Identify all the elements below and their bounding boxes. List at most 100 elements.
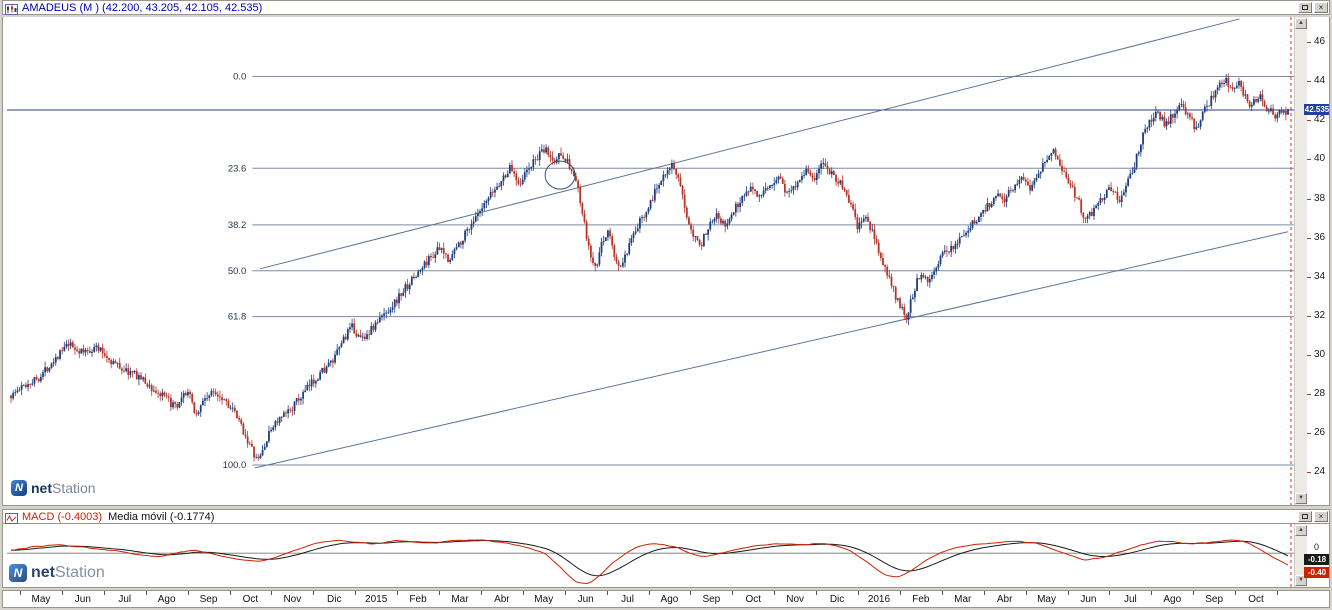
scroll-up-icon[interactable]: ▲ [1295, 18, 1307, 29]
time-axis-label: Mar [954, 594, 972, 605]
time-axis-tick [20, 591, 21, 595]
netstation-logo: N netStation [11, 480, 96, 496]
time-axis-label: Jul [1123, 594, 1137, 605]
netstation-watermark: N netStation [9, 564, 105, 582]
maximize-icon [1302, 514, 1308, 519]
time-axis-tick [1277, 591, 1278, 595]
price-axis-tick [1307, 81, 1311, 83]
maximize-icon [1302, 5, 1308, 10]
time-axis-tick [1151, 591, 1153, 595]
time-axis-tick [606, 591, 608, 595]
time-axis-label: 2015 [365, 594, 388, 605]
scroll-down-icon[interactable]: ▼ [1295, 575, 1307, 586]
time-axis-label: May [534, 594, 554, 605]
time-axis-label: Nov [786, 594, 805, 605]
time-axis-label: May [31, 594, 51, 605]
price-axis-tick [1307, 198, 1311, 200]
time-axis-tick [1193, 591, 1195, 595]
time-axis-tick [439, 591, 440, 595]
time-axis: May Jun Jul Ago Sep Oct Nov Dic 2015 Feb Mar Abr May… [2, 590, 1330, 608]
time-axis-tick [355, 591, 357, 595]
main-vertical-scrollbar[interactable]: ▲ ▼ [1294, 17, 1307, 505]
time-axis-tick [397, 591, 399, 595]
time-axis-tick [564, 591, 566, 595]
time-axis-tick [145, 591, 147, 595]
price-axis-tick [1307, 393, 1311, 395]
time-axis-label: Sep [199, 594, 218, 605]
time-axis-label: Dic [829, 594, 845, 605]
time-axis-label: Abr [996, 594, 1013, 605]
time-axis-tick [271, 591, 273, 595]
svg-text:0.0: 0.0 [233, 72, 246, 83]
time-axis-tick [229, 591, 231, 595]
price-axis-label: 38 [1314, 192, 1326, 204]
macd-vertical-scrollbar[interactable]: ▲ ▼ [1294, 524, 1307, 587]
main-chart-title: AMADEUS (M ) (42.200, 43.205, 42.105, 42… [22, 1, 263, 14]
price-axis-tick [1307, 237, 1311, 239]
price-axis-tick [1307, 159, 1311, 161]
price-axis-tick [1307, 276, 1311, 278]
time-axis-label: Oct [745, 594, 762, 605]
time-axis-tick [732, 591, 734, 595]
svg-text:38.2: 38.2 [228, 220, 247, 231]
scroll-up-icon[interactable]: ▲ [1295, 525, 1307, 536]
price-axis-tick [1307, 471, 1311, 473]
panel-close-button[interactable]: × [1314, 2, 1328, 13]
macd-value-axis: 0 -0.18 -0.40 [1304, 524, 1329, 587]
time-axis-label: Ago [157, 594, 176, 605]
time-axis-tick [522, 591, 524, 595]
macd-panel: N netStation ▲ ▼ 0 -0.18 -0.40 [2, 524, 1330, 588]
netstation-logo-text: netStation [31, 480, 96, 496]
time-axis-label: Ago [1163, 594, 1182, 605]
price-axis-label: 44 [1314, 75, 1326, 87]
svg-text:23.6: 23.6 [228, 163, 247, 174]
price-axis-label: 30 [1314, 348, 1326, 360]
time-axis-label: Jul [118, 594, 132, 605]
time-axis-tick [61, 591, 63, 595]
main-chart-titlebar: AMADEUS (M ) (42.200, 43.205, 42.105, 42… [2, 0, 1330, 15]
close-icon: × [1318, 511, 1324, 521]
main-chart-panel: 0.0 23.6 38.2 50.0 61.8 100.0 N netStation ▲ … [2, 17, 1330, 506]
panel-maximize-button[interactable] [1298, 2, 1312, 13]
indicator-chart-icon [5, 511, 18, 524]
price-axis-tick [1307, 120, 1311, 122]
price-axis-tick [1307, 432, 1311, 434]
signal-value-badge: -0.18 [1304, 554, 1329, 566]
svg-text:50.0: 50.0 [228, 266, 247, 277]
price-axis-label: 40 [1314, 153, 1326, 165]
macd-chart[interactable] [7, 524, 1294, 587]
price-axis-label: 26 [1314, 426, 1326, 438]
price-axis-label: 32 [1314, 309, 1326, 321]
scroll-down-icon[interactable]: ▼ [1295, 493, 1307, 504]
time-axis-label: Jul [621, 594, 634, 605]
time-axis-label: Ago [660, 594, 679, 605]
time-axis-label: Sep [1205, 594, 1224, 605]
price-axis-label: 42 [1314, 114, 1326, 126]
macd-value-badge: -0.40 [1304, 567, 1329, 579]
time-axis-tick [103, 591, 105, 595]
time-axis-label: Mar [451, 594, 469, 605]
main-price-chart[interactable]: 0.0 23.6 38.2 50.0 61.8 100.0 [7, 17, 1294, 505]
panel-maximize-button[interactable] [1298, 511, 1312, 522]
time-axis-label: Nov [283, 594, 302, 605]
main-price-axis: 46 44 42 40 38 36 34 32 30 28 26 24 42.535 [1304, 17, 1330, 505]
last-price-badge: 42.535 [1304, 104, 1330, 115]
time-axis-tick [774, 591, 776, 595]
time-axis-tick [941, 591, 943, 595]
price-axis-label: 46 [1314, 36, 1326, 48]
netstation-logo-icon: N [9, 564, 27, 582]
time-axis-tick [899, 591, 901, 595]
time-axis-tick [858, 591, 859, 595]
panel-close-button[interactable]: × [1314, 511, 1328, 522]
panel-controls: × [1298, 511, 1328, 522]
time-axis-label: Abr [494, 594, 510, 605]
time-axis-label: Sep [702, 594, 721, 605]
price-axis-label: 24 [1314, 465, 1326, 477]
netstation-logo-text: netStation [31, 564, 105, 581]
time-axis-tick [1067, 591, 1069, 595]
time-axis-tick [480, 591, 482, 595]
time-axis-label: Jun [1080, 594, 1097, 605]
macd-panel-titlebar: MACD (-0.4003) Media móvil (-0.1774) × [2, 509, 1330, 524]
signal-title: Media móvil (-0.1774) [108, 510, 215, 523]
price-axis-tick [1307, 354, 1311, 356]
